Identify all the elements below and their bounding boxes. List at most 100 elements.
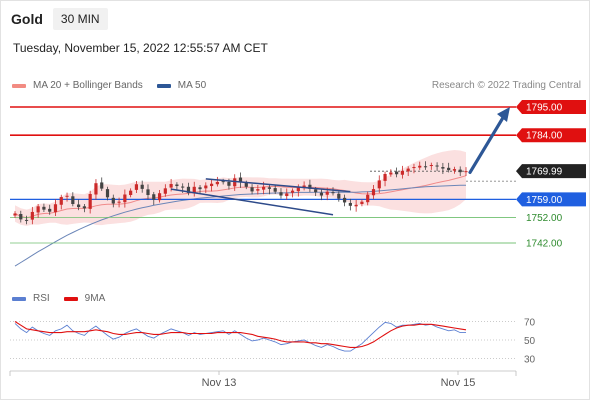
candle (331, 187, 335, 196)
projection-arrow-shaft (468, 114, 506, 175)
price-level-tag-1 (516, 128, 586, 143)
candle (215, 176, 219, 187)
candle (429, 162, 433, 170)
channel-line-0 (205, 178, 351, 193)
price-level-label-5: 1742.00 (526, 239, 563, 250)
candle-body (389, 172, 393, 175)
candle (19, 210, 23, 223)
candle-body (296, 187, 300, 192)
candle-body (337, 193, 341, 199)
candle-body (77, 204, 81, 208)
candle (134, 181, 139, 193)
candle-body (452, 169, 457, 171)
candle-body (117, 201, 121, 203)
candle-body (360, 201, 364, 204)
x-axis-tick-label: Nov 13 (202, 377, 237, 389)
candle-body (169, 183, 173, 188)
candle (175, 182, 179, 191)
candle-body (441, 167, 445, 169)
candle (233, 174, 237, 191)
candle (209, 179, 214, 192)
x-axis-tick-label: Nov 15 (441, 377, 476, 389)
candle-body (204, 185, 208, 189)
timestamp: Tuesday, November 15, 2022 12:55:57 AM C… (13, 41, 268, 55)
candle-body (215, 181, 219, 185)
candle (383, 171, 387, 187)
candle-body (163, 188, 167, 194)
candle-body (65, 195, 69, 197)
candle-body (42, 206, 46, 210)
candle (366, 191, 370, 206)
price-level-label-0: 1795.00 (526, 103, 563, 114)
candle-body (209, 183, 214, 187)
candle (65, 192, 69, 202)
rsi-series-9ma (14, 321, 467, 348)
candle (24, 215, 29, 225)
candle-body (30, 211, 34, 220)
rsi-tick-label: 30 (524, 355, 536, 366)
candle-body (302, 185, 306, 189)
candle (13, 211, 17, 218)
candle-body (406, 168, 410, 172)
legend-swatch-bollinger (12, 83, 26, 88)
candle-body (181, 186, 185, 188)
candle-body (186, 186, 191, 193)
candle-body (13, 213, 17, 216)
legend-item-ma50: MA 50 (156, 80, 206, 91)
candle-body (308, 184, 312, 189)
candle (250, 184, 254, 195)
candle (308, 179, 312, 192)
candle (377, 175, 381, 193)
candle (290, 188, 295, 198)
candle-body (175, 184, 179, 187)
legend-label-bollinger: MA 20 + Bollinger Bands (33, 80, 143, 91)
candle-body (319, 192, 324, 196)
legend-item-bollinger: MA 20 + Bollinger Bands (12, 80, 143, 91)
candle-body (227, 181, 231, 186)
candle (418, 161, 422, 170)
legend-swatch-rsi (12, 296, 26, 301)
price-level-label-3: 1759.00 (526, 195, 563, 206)
candle-body (458, 169, 462, 173)
candle-body (423, 166, 428, 168)
candle-body (221, 181, 225, 183)
legend-swatch-ma50 (156, 83, 171, 88)
legend-swatch-9ma (63, 296, 78, 301)
candle (435, 162, 439, 172)
candle (238, 172, 243, 188)
candle (360, 199, 364, 207)
candle-body (331, 192, 335, 194)
candle (441, 162, 445, 174)
candle (354, 199, 358, 212)
candle (59, 194, 63, 210)
candle (105, 186, 110, 201)
candle-body (256, 189, 260, 191)
candle (406, 166, 410, 177)
candle (342, 194, 347, 207)
candle-body (82, 206, 86, 209)
candle (82, 203, 86, 213)
legend-label-9ma: 9MA (84, 293, 106, 304)
price-level-tag-2 (516, 164, 586, 179)
candle-body (342, 197, 347, 203)
candle-body (429, 164, 433, 167)
candle-body (273, 188, 277, 192)
candle (452, 166, 457, 174)
candle-body (267, 187, 272, 189)
candle (273, 184, 277, 194)
candle-body (94, 183, 98, 195)
candle-body (447, 167, 451, 171)
candle-body (400, 170, 404, 175)
legend-item-9ma: 9MA (63, 293, 106, 304)
candle-body (129, 190, 133, 196)
research-credit: Research © 2022 Trading Central (431, 80, 581, 91)
candle-body (105, 189, 110, 198)
candle (256, 185, 260, 195)
candle (117, 197, 121, 208)
timeframe-badge[interactable]: 30 MIN (52, 8, 108, 30)
candle-body (366, 194, 370, 203)
candle-body (348, 202, 352, 206)
rsi-tick-label: 70 (524, 318, 536, 329)
candle (53, 199, 58, 217)
